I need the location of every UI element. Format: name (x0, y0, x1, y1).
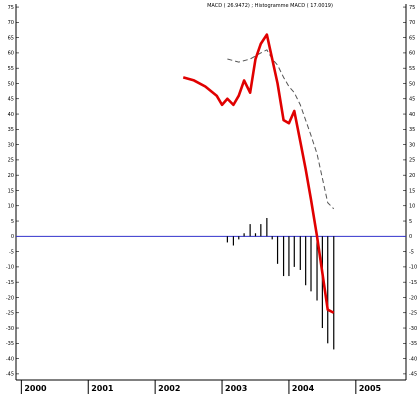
y-tick-label-right: 5 (409, 219, 412, 225)
y-tick-label-right: 20 (409, 173, 415, 179)
x-tick-label: 2005 (359, 384, 382, 393)
y-tick-label-left: -10 (6, 265, 14, 271)
y-tick-label-left: 45 (8, 97, 14, 103)
x-tick-label: 2004 (292, 384, 315, 393)
y-tick-label-right: 30 (409, 142, 415, 148)
y-tick-label-left: 70 (8, 20, 14, 26)
x-tick-label: 2002 (158, 384, 180, 393)
x-tick-label: 2003 (225, 384, 247, 393)
y-tick-label-left: 10 (8, 204, 14, 210)
y-tick-label-right: 60 (409, 51, 415, 57)
y-tick-label-right: -35 (409, 341, 417, 347)
y-tick-label-right: 70 (409, 20, 415, 26)
y-tick-label-left: 75 (8, 5, 14, 11)
y-tick-label-left: 20 (8, 173, 14, 179)
chart-title: MACD ( 26.9472) ; Histogramme MACD ( 17.… (207, 3, 333, 9)
y-tick-label-left: -20 (6, 295, 14, 301)
y-tick-label-right: -45 (409, 372, 417, 378)
y-tick-label-left: 30 (8, 142, 14, 148)
y-tick-label-right: 45 (409, 97, 415, 103)
y-tick-label-left: 5 (11, 219, 14, 225)
x-tick-label: 2000 (24, 384, 47, 393)
y-tick-label-left: -40 (6, 356, 14, 362)
y-tick-label-right: -10 (409, 265, 417, 271)
y-tick-label-right: -15 (409, 280, 417, 286)
y-tick-label-right: 0 (409, 234, 412, 240)
y-tick-label-left: 50 (8, 81, 14, 87)
signal-line (227, 49, 335, 210)
y-tick-label-right: 35 (409, 127, 415, 133)
y-tick-label-right: 40 (409, 112, 415, 118)
y-tick-label-right: -25 (409, 311, 417, 317)
y-tick-label-left: -25 (6, 311, 14, 317)
x-tick-label: 2001 (91, 384, 114, 393)
y-tick-label-right: -5 (409, 249, 414, 255)
y-tick-label-left: -15 (6, 280, 14, 286)
y-tick-label-left: -45 (6, 372, 14, 378)
y-tick-label-right: 25 (409, 158, 415, 164)
y-tick-label-left: 65 (8, 35, 14, 41)
y-tick-label-right: -40 (409, 356, 417, 362)
y-tick-label-right: 15 (409, 188, 415, 194)
y-tick-label-left: -5 (9, 249, 14, 255)
y-tick-label-right: -20 (409, 295, 417, 301)
y-tick-label-left: 55 (8, 66, 14, 72)
y-tick-label-right: 50 (409, 81, 415, 87)
y-tick-label-left: -30 (6, 326, 14, 332)
y-tick-label-right: 10 (409, 204, 415, 210)
y-tick-label-left: 60 (8, 51, 14, 57)
y-tick-label-right: 65 (409, 35, 415, 41)
macd-line (182, 33, 335, 314)
y-tick-label-left: -35 (6, 341, 14, 347)
y-tick-label-left: 40 (8, 112, 14, 118)
y-tick-label-left: 25 (8, 158, 14, 164)
y-tick-label-left: 35 (8, 127, 14, 133)
y-tick-label-left: 15 (8, 188, 14, 194)
y-tick-label-left: 0 (11, 234, 14, 240)
y-tick-label-right: 75 (409, 5, 415, 11)
y-tick-label-right: -30 (409, 326, 417, 332)
y-tick-label-right: 55 (409, 66, 415, 72)
